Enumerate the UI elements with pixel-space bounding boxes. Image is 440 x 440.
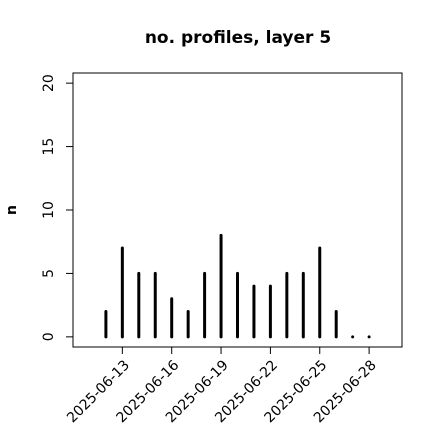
y-tick-label: 0 bbox=[41, 332, 57, 341]
y-tick-label: 5 bbox=[41, 269, 57, 278]
y-tick-label: 10 bbox=[41, 201, 57, 219]
chart-title: no. profiles, layer 5 bbox=[145, 28, 331, 48]
y-tick-label: 15 bbox=[41, 138, 57, 156]
y-tick-label: 20 bbox=[41, 74, 57, 92]
y-axis-label: n bbox=[4, 205, 20, 215]
